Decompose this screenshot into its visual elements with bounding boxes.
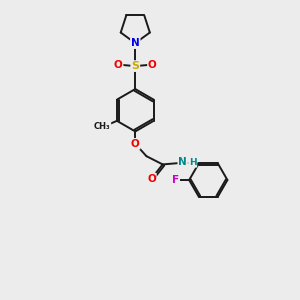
Text: O: O	[148, 60, 157, 70]
Text: S: S	[131, 61, 139, 71]
Text: O: O	[131, 139, 140, 149]
Text: N: N	[178, 158, 187, 167]
Text: N: N	[131, 38, 140, 48]
Text: F: F	[172, 175, 179, 185]
Text: CH₃: CH₃	[94, 122, 110, 130]
Text: H: H	[189, 158, 196, 167]
Text: O: O	[147, 174, 156, 184]
Text: O: O	[114, 60, 123, 70]
